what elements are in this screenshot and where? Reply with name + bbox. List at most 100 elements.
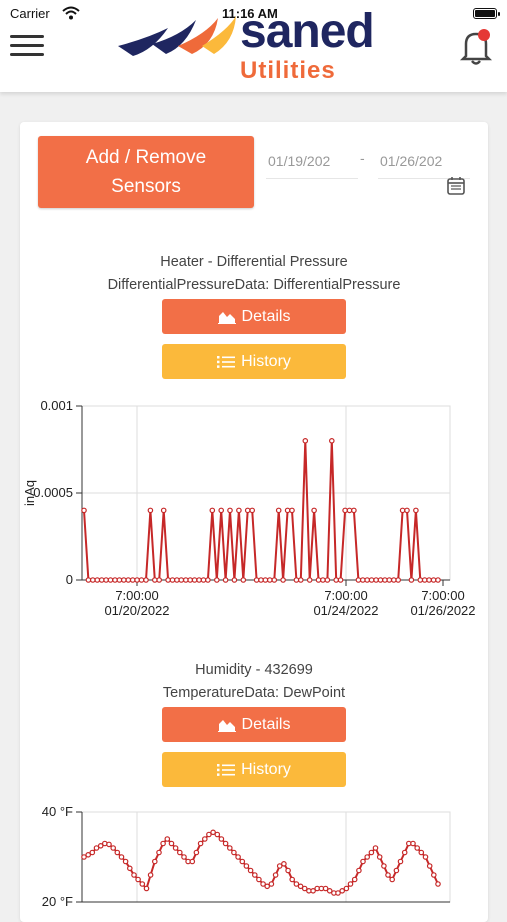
add-remove-label-line1: Add / Remove xyxy=(85,147,207,168)
data-point xyxy=(368,577,375,583)
y-tick-label: 40 °F xyxy=(42,804,73,819)
data-point xyxy=(373,577,379,583)
sensor-2-history-label: History xyxy=(241,760,291,778)
data-point xyxy=(93,845,100,851)
start-date-input[interactable] xyxy=(266,144,358,179)
data-point xyxy=(187,577,194,583)
data-point xyxy=(143,577,149,583)
data-point xyxy=(337,577,344,583)
data-point xyxy=(122,858,129,865)
data-point xyxy=(81,507,87,514)
data-point xyxy=(297,577,304,583)
data-point xyxy=(247,867,254,874)
sensor-2-title: Humidity - 432699 xyxy=(195,662,313,678)
data-point xyxy=(160,840,166,847)
data-point xyxy=(107,577,114,583)
data-point xyxy=(356,867,362,874)
data-point xyxy=(335,890,341,896)
carrier-label: Carrier xyxy=(10,6,50,21)
data-point xyxy=(333,577,340,583)
data-point xyxy=(302,437,309,444)
data-point xyxy=(284,507,291,514)
data-point xyxy=(297,883,304,890)
data-point xyxy=(258,577,264,583)
calendar-icon[interactable] xyxy=(446,176,466,196)
data-point xyxy=(243,863,250,869)
data-point xyxy=(239,858,246,865)
end-date-input[interactable] xyxy=(378,144,470,179)
data-point xyxy=(202,836,208,842)
data-point xyxy=(139,881,146,887)
data-point xyxy=(147,507,154,514)
data-point xyxy=(426,863,433,869)
sensor-card: Add / Remove Sensors - Heater - Differen… xyxy=(20,122,488,922)
data-point xyxy=(289,876,296,883)
data-point xyxy=(152,577,158,583)
sensor-1-title: Heater - Differential Pressure xyxy=(160,254,348,270)
data-point xyxy=(414,845,421,851)
data-point xyxy=(418,849,425,856)
y-tick-label: 20 °F xyxy=(42,894,73,908)
data-point xyxy=(103,577,109,583)
sensor-1-history-button[interactable]: History xyxy=(162,344,346,379)
x-tick-time: 7:00:00 xyxy=(421,588,464,603)
data-point xyxy=(214,831,221,838)
data-point xyxy=(260,881,266,887)
data-point xyxy=(397,858,404,865)
data-point xyxy=(231,849,237,856)
data-point xyxy=(156,849,162,856)
sensor-2-details-label: Details xyxy=(241,715,291,733)
data-point xyxy=(395,577,402,583)
data-point xyxy=(322,885,329,892)
data-point xyxy=(227,507,233,514)
data-point xyxy=(372,845,379,851)
area-chart-icon xyxy=(217,719,236,732)
data-point xyxy=(181,854,187,860)
data-point xyxy=(129,577,136,583)
dewpoint-chart: 40 °F 20 °F xyxy=(42,804,451,908)
data-point xyxy=(90,577,96,583)
data-point xyxy=(112,577,118,583)
data-point xyxy=(121,577,127,583)
sensor-1-details-button[interactable]: Details xyxy=(162,299,346,334)
data-point xyxy=(256,876,262,883)
data-point xyxy=(285,867,291,874)
data-point xyxy=(267,577,273,583)
data-point xyxy=(399,507,406,514)
data-point xyxy=(390,577,397,583)
data-point xyxy=(235,854,241,860)
data-point xyxy=(326,888,333,894)
data-point xyxy=(131,872,137,878)
data-point xyxy=(231,577,238,583)
data-point xyxy=(364,854,371,860)
data-point xyxy=(422,854,429,860)
hamburger-menu-icon[interactable] xyxy=(10,30,44,60)
add-remove-sensors-button[interactable]: Add / Remove Sensors xyxy=(38,136,254,208)
data-point xyxy=(244,507,251,514)
status-bar: Carrier 11:16 AM xyxy=(0,6,507,22)
data-point xyxy=(417,577,424,583)
data-point xyxy=(385,872,391,878)
y-tick-label: 0 xyxy=(66,572,73,587)
data-point xyxy=(110,845,117,851)
data-point xyxy=(401,849,408,856)
data-point xyxy=(197,840,204,847)
data-point xyxy=(206,831,212,838)
data-point xyxy=(160,507,167,514)
sensor-2-details-button[interactable]: Details xyxy=(162,707,346,742)
data-point xyxy=(138,577,145,583)
data-point xyxy=(355,577,362,583)
data-point xyxy=(393,867,400,874)
brand-subtitle: Utilities xyxy=(240,57,336,84)
differential-pressure-chart: 0.0010.00050inAq7:00:0001/20/20227:00:00… xyxy=(22,398,476,618)
list-icon xyxy=(217,355,236,368)
notification-bell-icon[interactable] xyxy=(458,26,494,66)
sensor-1-subtitle: DifferentialPressureData: DifferentialPr… xyxy=(107,277,401,293)
sensor-2-history-button[interactable]: History xyxy=(162,752,346,787)
data-point xyxy=(272,872,279,878)
sensor-2-subtitle: TemperatureData: DewPoint xyxy=(162,685,346,701)
data-point xyxy=(116,577,123,583)
data-point xyxy=(214,577,220,583)
data-point xyxy=(236,507,242,514)
data-point xyxy=(196,577,202,583)
